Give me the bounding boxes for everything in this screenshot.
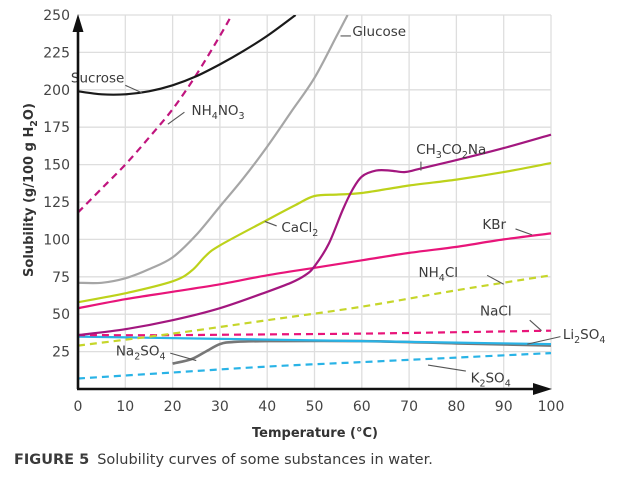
y-tick-label: 200 xyxy=(43,83,70,99)
series-label-nh4no3: NH4NO3 xyxy=(192,103,245,122)
series-line-nh4no3 xyxy=(78,15,233,214)
series-label-cacl2: CaCl2 xyxy=(281,220,318,239)
x-tick-label: 10 xyxy=(116,399,134,415)
figure-label: FIGURE 5 xyxy=(14,452,90,468)
y-tick-label: 225 xyxy=(43,45,70,61)
series-line-k2so4 xyxy=(78,352,552,380)
y-axis-arrow-icon xyxy=(72,14,84,32)
series-line-sucrose xyxy=(78,15,297,96)
y-tick-label: 50 xyxy=(52,307,70,323)
y-tick-label: 125 xyxy=(43,195,70,211)
x-tick-label: 60 xyxy=(353,399,371,415)
series-label-ch3co2na: CH3CO2Na xyxy=(416,142,486,161)
y-axis-title: Solubility (g/100 g H2O) xyxy=(22,103,40,277)
y-tick-label: 75 xyxy=(52,270,70,286)
x-tick-label: 70 xyxy=(400,399,418,415)
axes xyxy=(72,14,552,395)
leader-line-sucrose xyxy=(125,84,143,94)
series-label-kbr: KBr xyxy=(482,217,506,233)
series-label-li2so4: Li2SO4 xyxy=(563,327,606,346)
series-label-nh4cl: NH4Cl xyxy=(419,265,458,284)
leader-line-nh4no3 xyxy=(167,111,185,125)
grid xyxy=(78,14,552,389)
leader-line-nh4cl xyxy=(486,274,504,285)
series-line-ch3co2na xyxy=(78,133,552,337)
x-tick-label: 30 xyxy=(211,399,229,415)
series-line-nh4cl xyxy=(78,274,552,347)
series-line-cacl2 xyxy=(78,162,552,304)
label-leaders xyxy=(125,35,561,372)
x-tick-label: 50 xyxy=(306,399,324,415)
y-tick-label: 150 xyxy=(43,158,70,174)
x-tick-label: 20 xyxy=(164,399,182,415)
x-axis-arrow-icon xyxy=(533,383,552,395)
caption-text: Solubility curves of some substances in … xyxy=(97,452,433,468)
series-line-glucose xyxy=(78,15,349,285)
y-tick-label: 25 xyxy=(52,345,70,361)
figure-caption: FIGURE 5 Solubility curves of some substa… xyxy=(14,452,433,468)
x-tick-label: 80 xyxy=(447,399,465,415)
x-tick-label: 40 xyxy=(258,399,276,415)
series-label-glucose: Glucose xyxy=(352,24,406,40)
solubility-chart: 25 50 75 100 125 150 175 200 225 250 0 10 20 30 40 50 6… xyxy=(22,8,605,441)
y-tick-label: 175 xyxy=(43,120,70,136)
x-axis-title: Temperature (°C) xyxy=(252,426,378,441)
series-label-sucrose: Sucrose xyxy=(71,70,124,86)
leader-line-kbr xyxy=(515,228,533,236)
series-labels: Sucrose NH4NO3 Glucose CH3CO2Na CaCl2 KBr NH4C… xyxy=(71,24,605,389)
x-tick-label: 0 xyxy=(74,399,83,415)
x-tick-label: 100 xyxy=(538,399,565,415)
series-label-k2so4: K2SO4 xyxy=(471,370,511,389)
y-tick-label: 250 xyxy=(43,8,70,24)
series-lines xyxy=(78,15,552,380)
y-tick-label: 100 xyxy=(43,232,70,248)
series-label-nacl: NaCl xyxy=(480,304,512,320)
x-tick-label: 90 xyxy=(495,399,513,415)
leader-line-cacl2 xyxy=(264,220,277,227)
leader-line-k2so4 xyxy=(427,364,466,372)
leader-line-nacl xyxy=(529,319,542,332)
series-line-li2so4 xyxy=(78,335,552,346)
x-axis-ticks: 0 10 20 30 40 50 60 70 80 90 100 xyxy=(74,399,565,415)
leader-line-li2so4 xyxy=(527,336,561,345)
y-axis-ticks: 25 50 75 100 125 150 175 200 225 250 xyxy=(43,8,70,361)
leader-line-na2so4 xyxy=(170,352,197,362)
series-label-na2so4: Na2SO4 xyxy=(116,343,166,362)
